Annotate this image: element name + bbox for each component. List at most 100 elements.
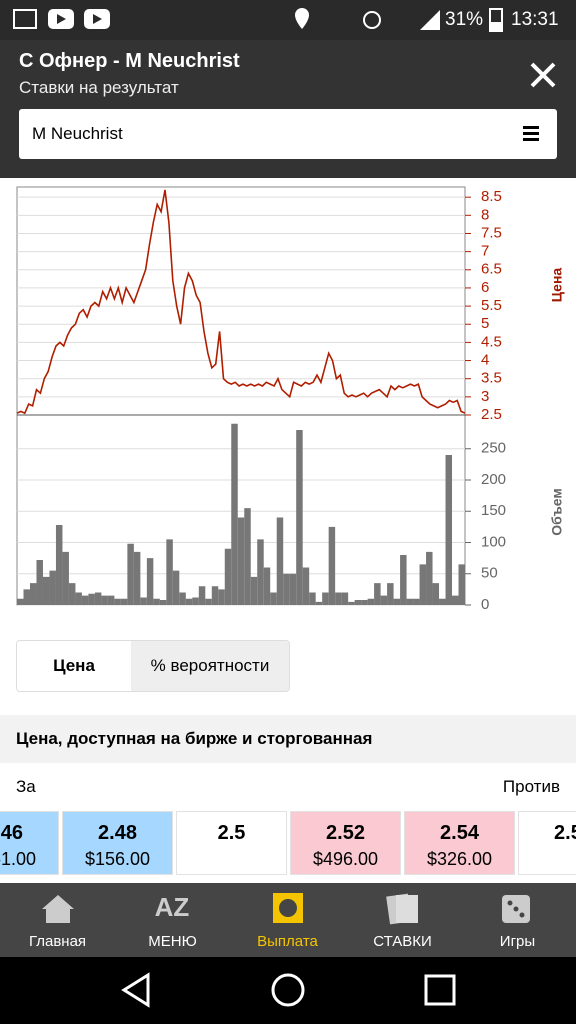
price-cell[interactable]: 2.56	[518, 811, 576, 875]
cell-price: 2.48	[98, 822, 137, 844]
y-tick-label: 150	[481, 502, 506, 519]
chart: Цена Объем 2.533.54 4.555.566.57 7.588.5 0 5…	[16, 186, 565, 613]
price-axis-label: Цена	[549, 268, 565, 303]
volume-bar	[17, 598, 24, 605]
volume-bar	[172, 570, 180, 605]
volume-bar	[322, 592, 329, 605]
volume-bar	[166, 539, 173, 605]
volume-bar	[224, 548, 232, 605]
volume-bar	[387, 583, 394, 605]
volume-bar	[81, 595, 89, 605]
volume-bar	[192, 597, 199, 605]
nav-item[interactable]: Игры	[499, 933, 536, 950]
volume-bar	[211, 586, 219, 605]
cell-price: 2.46	[0, 822, 23, 844]
nav-item[interactable]: Главная	[28, 933, 87, 950]
volume-bar	[328, 526, 336, 605]
selector-text: M Neuchrist	[32, 124, 123, 143]
volume-bar	[153, 598, 160, 605]
close-button[interactable]	[528, 60, 558, 90]
cell-price: 2.52	[326, 822, 365, 844]
price-cell[interactable]: 2.52 $496.00	[290, 811, 401, 875]
volume-bar	[445, 455, 453, 605]
volume-bar	[29, 583, 37, 605]
price-cell[interactable]: 2.5	[176, 811, 287, 875]
volume-bar	[140, 597, 147, 605]
y-tick-label: 4.5	[481, 333, 502, 350]
home-button[interactable]	[271, 973, 305, 1007]
lay-label: Против	[502, 777, 560, 796]
volume-bar	[426, 551, 433, 605]
recent-button[interactable]	[424, 974, 456, 1006]
section-header: Цена, доступная на бирже и сторгованная	[0, 715, 576, 763]
clock: 13:31	[511, 9, 559, 30]
cell-amount: $496.00	[312, 849, 379, 869]
volume-bar	[237, 517, 245, 605]
volume-bar	[302, 567, 310, 605]
cell-price: 2.56	[554, 822, 576, 844]
volume-bar	[458, 564, 465, 605]
volume-bar	[133, 551, 141, 605]
y-tick-label: 7	[481, 243, 489, 260]
y-tick-label: 6	[481, 279, 489, 296]
nav-item[interactable]: СТАВКИ	[373, 933, 432, 950]
volume-bar	[127, 543, 134, 605]
y-tick-label: 3	[481, 388, 489, 405]
price-cell[interactable]: 2.46 $151.00	[0, 811, 59, 875]
battery-text: 31%	[445, 9, 484, 30]
volume-bar	[289, 573, 297, 605]
volume-bar	[88, 593, 95, 605]
volume-bar	[361, 600, 368, 605]
volume-bar	[452, 595, 459, 605]
toggle-option[interactable]: Цена	[17, 641, 131, 691]
price-cell[interactable]: 2.54 $326.00	[404, 811, 515, 875]
cell-amount: $326.00	[426, 849, 493, 869]
volume-bar	[244, 508, 251, 605]
cell-amount: $156.00	[84, 849, 151, 869]
y-tick-label: 200	[481, 471, 506, 488]
subtitle: Ставки на результат	[19, 78, 179, 97]
volume-bar	[198, 586, 206, 605]
volume-bar	[367, 598, 375, 605]
volume-bar	[419, 564, 427, 605]
status-bar: 31% 13:31	[0, 0, 576, 40]
back-button[interactable]	[121, 972, 150, 1008]
volume-bar	[283, 573, 290, 605]
volume-bar	[400, 555, 407, 605]
y-tick-label: 5	[481, 315, 489, 332]
nav-item[interactable]: Выплата	[257, 933, 318, 950]
nav-icons: AZ	[42, 892, 530, 925]
android-buttons	[121, 972, 456, 1008]
nav-item[interactable]: МЕНЮ	[148, 933, 197, 950]
volume-bar	[107, 595, 115, 605]
volume-bar	[250, 576, 258, 605]
market-selector[interactable]: M Neuchrist	[19, 109, 557, 159]
volume-bar	[231, 423, 238, 605]
volume-bar	[393, 598, 401, 605]
volume-bar	[49, 570, 56, 605]
volume-bar	[159, 600, 167, 605]
toggle: Цена% вероятности	[16, 640, 290, 692]
volume-bar	[257, 539, 264, 605]
cell-price: 2.54	[440, 822, 479, 844]
volume-bar	[374, 583, 381, 605]
cell-amount: $151.00	[0, 849, 37, 869]
volume-bar	[62, 551, 69, 605]
toggle-option[interactable]: % вероятности	[131, 641, 289, 691]
y-tick-label: 5.5	[481, 297, 502, 314]
price-cell[interactable]: 2.48 $156.00	[62, 811, 173, 875]
volume-bar	[309, 592, 316, 605]
volume-bar	[276, 517, 284, 605]
volume-bar	[36, 560, 43, 605]
volume-bar	[341, 592, 349, 605]
volume-axis-label: Объем	[549, 488, 565, 536]
y-tick-label: 4	[481, 352, 489, 369]
y-tick-label: 7.5	[481, 224, 502, 241]
y-tick-label: 0	[481, 596, 489, 613]
y-tick-label: 50	[481, 565, 498, 582]
volume-bar	[270, 592, 277, 605]
volume-bar	[75, 592, 82, 605]
volume-bar	[55, 525, 63, 605]
ladder: 2.46 $151.00 2.48 $156.00 2.5 2.52 $496.00 2.54…	[0, 811, 576, 875]
